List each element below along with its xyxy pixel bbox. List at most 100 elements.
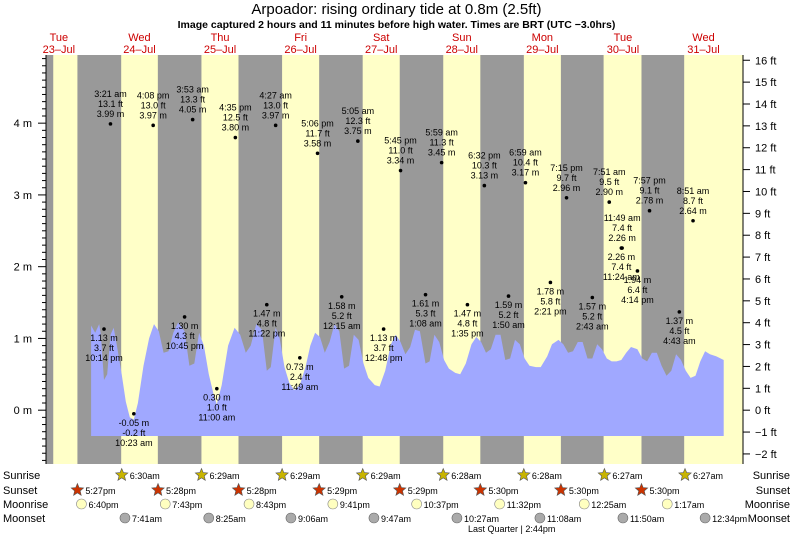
sunset-time: 5:28pm <box>247 486 277 496</box>
low-tide-time: 4:43 am <box>663 336 696 346</box>
date-label: 25–Jul <box>204 44 236 56</box>
sunset-time: 5:30pm <box>649 486 679 496</box>
moonset-moon-icon <box>699 512 711 524</box>
low-tide-metres: 1.59 m <box>495 300 523 310</box>
day-of-week-label: Sun <box>452 32 472 44</box>
low-tide-feet: 5.3 ft <box>416 309 437 319</box>
high-tide-metres: 3.13 m <box>471 171 499 181</box>
moonrise-moon-icon <box>159 498 171 510</box>
left-tick-label: 2 m <box>14 262 32 274</box>
moonset-time: 10:27am <box>464 514 499 524</box>
moonset-moon-icon <box>285 512 297 524</box>
low-tide-time: 1:08 am <box>409 319 442 329</box>
moonset-moon-icon <box>451 512 463 524</box>
low-tide-time: 12:48 pm <box>365 353 403 363</box>
low-tide-metres: 1.47 m <box>253 309 281 319</box>
high-tide-metres: 3.17 m <box>512 168 540 178</box>
right-tick-label: 0 ft <box>755 405 770 417</box>
sunset-star-icon <box>634 482 649 496</box>
high-tide-time: 4:35 pm <box>219 103 252 113</box>
high-tide-dot <box>647 208 652 213</box>
high-tide-dot <box>398 168 403 173</box>
high-tide-time: 4:27 am <box>259 90 292 100</box>
moonset-time: 12:34pm <box>712 514 747 524</box>
sunrise-time: 6:28am <box>451 471 481 481</box>
sunset-time: 5:29pm <box>327 486 357 496</box>
left-tick-label: 0 m <box>14 405 32 417</box>
low-tide-dot <box>264 302 269 307</box>
high-tide-feet: 11.7 ft <box>305 128 330 138</box>
low-tide-feet: 6.4 ft <box>627 285 648 295</box>
high-tide-dot <box>233 135 238 140</box>
low-tide-feet: 5.2 ft <box>332 311 353 321</box>
low-tide-metres: 1.57 m <box>579 302 607 312</box>
low-tide-metres: -0.05 m <box>119 418 150 428</box>
sunrise-star-icon <box>597 467 612 481</box>
moonrise-time: 12:25am <box>591 500 626 510</box>
moonset-moon-icon <box>203 512 215 524</box>
high-tide-metres: 2.96 m <box>553 183 581 193</box>
low-tide-feet: 2.4 ft <box>290 372 311 382</box>
left-tick-label: 3 m <box>14 190 32 202</box>
high-tide-time: 5:05 am <box>342 106 375 116</box>
low-tide-time: 12:15 am <box>323 321 361 331</box>
right-tick-label: 5 ft <box>755 296 770 308</box>
day-of-week-label: Fri <box>294 32 307 44</box>
astro-row-label-left: Sunset <box>3 485 37 497</box>
low-tide-dot <box>635 269 640 273</box>
astro-row-label-left: Sunrise <box>3 470 40 482</box>
low-tide-feet: 4.5 ft <box>669 326 690 336</box>
sunset-star-icon <box>473 482 488 496</box>
low-tide-dot <box>465 302 470 307</box>
right-tick-label: 9 ft <box>755 208 770 220</box>
moonrise-moon-icon <box>327 498 339 510</box>
chart-title: Arpoador: rising ordinary tide at 0.8m (… <box>251 1 542 18</box>
high-tide-metres: 2.90 m <box>595 187 623 197</box>
sunset-time: 5:27pm <box>85 486 115 496</box>
high-tide-feet: 10.3 ft <box>472 161 498 171</box>
left-tick-label: 1 m <box>14 333 32 345</box>
low-tide-dot <box>381 327 386 331</box>
high-tide-metres: 3.99 m <box>97 109 125 119</box>
low-tide-feet: 3.7 ft <box>94 343 115 353</box>
moonrise-moon-icon <box>578 498 590 510</box>
high-tide-feet: 11.0 ft <box>388 146 413 156</box>
low-tide-time: 10:45 pm <box>166 341 204 351</box>
high-tide-feet: 10.4 ft <box>513 158 539 168</box>
high-tide-dot <box>439 160 444 165</box>
moonrise-time: 8:43pm <box>256 500 286 510</box>
low-tide-metres: 1.37 m <box>666 316 694 326</box>
low-tide-dot <box>298 356 302 360</box>
sunset-star-icon <box>392 482 407 496</box>
date-label: 26–Jul <box>284 44 316 56</box>
right-tick-label: 10 ft <box>755 186 776 198</box>
sunrise-time: 6:30am <box>130 471 160 481</box>
astro-row-label-right: Moonrise <box>745 499 790 511</box>
sunrise-time: 6:29am <box>371 471 401 481</box>
chart-axes: 0 m 1 m 2 m 3 m 4 m −2 ft −1 ft 0 ft 1 ft 2 ft 3 f… <box>14 55 777 464</box>
moonset-time: 11:50am <box>630 514 664 524</box>
date-label: 23–Jul <box>43 44 75 56</box>
low-tide-time: 1:50 am <box>492 320 525 330</box>
high-tide-time: 4:08 pm <box>137 90 170 100</box>
right-tick-label: 6 ft <box>755 274 770 286</box>
high-tide-dot <box>691 218 695 223</box>
low-tide-feet: 4.3 ft <box>175 331 196 341</box>
high-tide-metres: 3.97 m <box>262 110 290 120</box>
moonset-time: 11:08am <box>547 514 581 524</box>
high-tide-time: 5:06 pm <box>301 118 334 128</box>
day-of-week-label: Wed <box>128 32 150 44</box>
right-tick-label: 16 ft <box>755 55 776 67</box>
high-tide-metres: 3.75 m <box>344 126 372 136</box>
high-tide-feet: 7.4 ft <box>612 223 633 233</box>
moonset-time: 7:41am <box>132 514 162 524</box>
high-tide-dot <box>564 195 569 200</box>
right-tick-label: 13 ft <box>755 121 776 133</box>
moonrise-moon-icon <box>411 498 422 510</box>
high-tide-feet: 13.0 ft <box>141 100 167 110</box>
high-tide-feet: 13.0 ft <box>263 100 289 110</box>
low-tide-feet: 4.8 ft <box>457 319 478 329</box>
low-tide-time: 1:35 pm <box>451 329 484 339</box>
low-tide-dot <box>132 411 136 416</box>
